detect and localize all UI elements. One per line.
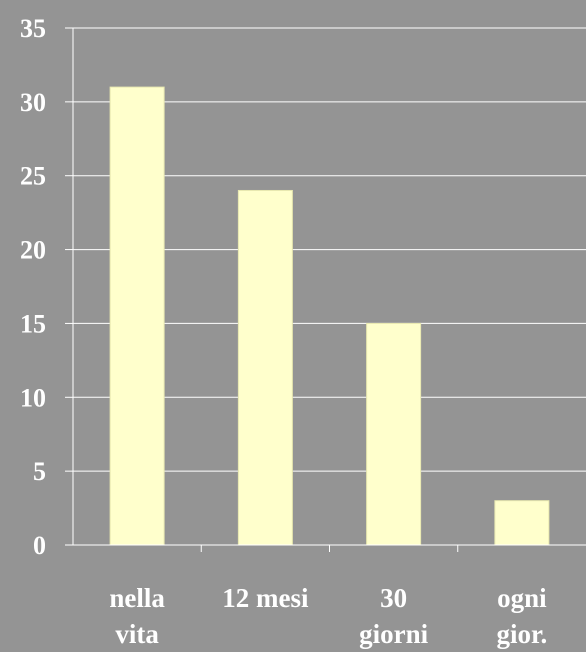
bar	[109, 86, 165, 546]
y-tick-label: 5	[33, 457, 46, 486]
x-category-label: ogni	[497, 583, 547, 613]
x-category-label: vita	[115, 619, 159, 649]
y-tick-labels: 0 5 10 15 20 25 30 35	[20, 14, 46, 560]
x-category-labels: nella vita 12 mesi 30 giorni ogni gior.	[109, 583, 547, 649]
y-tick-label: 0	[33, 531, 46, 560]
bar	[366, 322, 422, 546]
x-category-label: 12 mesi	[222, 583, 309, 613]
y-tick-label: 20	[20, 236, 46, 265]
bars	[109, 86, 550, 546]
x-category-label: nella	[109, 583, 165, 613]
y-tick-label: 10	[20, 383, 46, 412]
y-tick-label: 25	[20, 162, 46, 191]
bar	[237, 189, 293, 546]
x-category-label: gior.	[496, 619, 547, 649]
x-category-label: 30	[380, 583, 407, 613]
y-tick-label: 35	[20, 14, 46, 43]
y-tick-label: 30	[20, 88, 46, 117]
axes	[65, 27, 586, 552]
y-tick-label: 15	[20, 309, 46, 338]
bar	[494, 500, 550, 546]
x-category-label: giorni	[359, 619, 429, 649]
